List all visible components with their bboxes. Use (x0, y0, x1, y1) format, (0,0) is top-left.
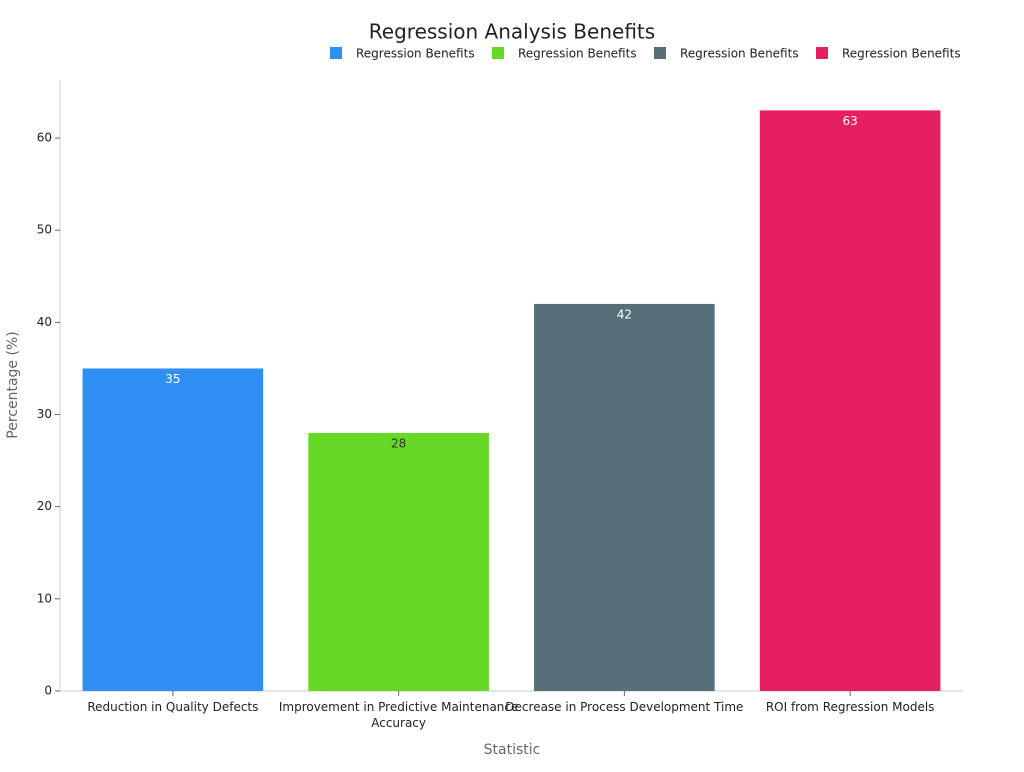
chart-title: Regression Analysis Benefits (369, 20, 655, 44)
bar (308, 432, 489, 691)
legend-label: Regression Benefits (518, 47, 637, 61)
value-label: 28 (391, 436, 406, 450)
x-tick-label-box: ROI from Regression Models (765, 700, 935, 714)
y-tick-label: 10 (37, 591, 52, 605)
y-tick-label: 30 (37, 407, 52, 421)
legend-swatch (330, 47, 342, 59)
x-tick-label-box: Decrease in Process Development Time (505, 700, 744, 714)
bar (759, 110, 941, 692)
legend-swatch (492, 47, 504, 59)
x-tick-label: Decrease in Process Development Time (505, 700, 744, 714)
x-tick-label-box: Improvement in Predictive Maintenance Ac… (278, 700, 519, 730)
x-tick-label: ROI from Regression Models (765, 700, 935, 714)
x-tick-label: Improvement in Predictive Maintenance Ac… (278, 700, 519, 730)
x-axis-label: Statistic (484, 742, 541, 758)
legend-label: Regression Benefits (680, 47, 799, 61)
legend-swatch (654, 47, 666, 59)
value-label: 42 (617, 307, 632, 321)
bar (82, 368, 264, 691)
y-tick-label: 50 (37, 223, 52, 237)
bar (534, 303, 715, 691)
y-tick-label: 20 (37, 499, 52, 513)
value-label: 63 (842, 114, 857, 128)
y-tick-label: 60 (37, 131, 52, 145)
legend-label: Regression Benefits (356, 47, 475, 61)
y-tick-label: 0 (44, 684, 52, 698)
x-tick-label: Reduction in Quality Defects (87, 700, 259, 714)
legend-swatch (816, 47, 828, 59)
legend-label: Regression Benefits (842, 47, 961, 61)
x-tick-label-box: Reduction in Quality Defects (87, 700, 259, 714)
y-axis-label: Percentage (%) (5, 331, 21, 438)
value-label: 35 (165, 372, 180, 386)
y-tick-label: 40 (37, 315, 52, 329)
